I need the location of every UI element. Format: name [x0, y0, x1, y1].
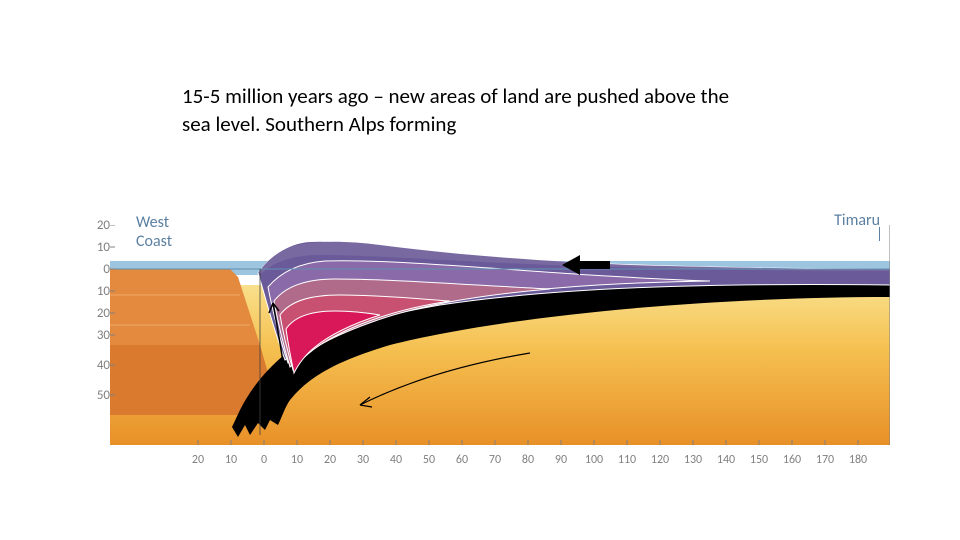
- y-tick-label: 20: [97, 306, 110, 321]
- y-tick-label: 40: [97, 358, 110, 373]
- y-tick-label: 50: [97, 388, 110, 403]
- cross-section-diagram: West Coast Timaru 201001020304050: [80, 225, 890, 485]
- x-tick-label: 180: [849, 453, 867, 467]
- y-tick-label: 20: [97, 218, 110, 233]
- y-axis: 201001020304050: [76, 225, 110, 445]
- x-tick-label: 70: [489, 453, 501, 467]
- slide: 15-5 million years ago – new areas of la…: [0, 0, 960, 540]
- x-tick-label: 50: [423, 453, 435, 467]
- west-plate-upper: [110, 269, 260, 345]
- x-ticks: [198, 440, 858, 445]
- x-tick-label: 60: [456, 453, 468, 467]
- diagram-svg: [110, 225, 890, 445]
- x-tick-label: 10: [291, 453, 303, 467]
- x-tick-label: 0: [261, 453, 267, 467]
- y-tick-label: 10: [97, 240, 110, 255]
- y-tick-label: 0: [103, 262, 110, 277]
- x-tick-label: 150: [750, 453, 768, 467]
- x-tick-label: 10: [225, 453, 237, 467]
- x-tick-label: 130: [684, 453, 702, 467]
- x-tick-label: 100: [585, 453, 603, 467]
- y-tick-label: 30: [97, 328, 110, 343]
- x-tick-label: 40: [390, 453, 402, 467]
- x-tick-label: 140: [717, 453, 735, 467]
- x-tick-label: 160: [783, 453, 801, 467]
- y-tick-label: 10: [97, 284, 110, 299]
- x-tick-label: 170: [816, 453, 834, 467]
- x-tick-label: 90: [555, 453, 567, 467]
- x-tick-label: 80: [522, 453, 534, 467]
- x-tick-label: 20: [324, 453, 336, 467]
- x-tick-label: 20: [192, 453, 204, 467]
- x-tick-label: 120: [651, 453, 669, 467]
- slide-title: 15-5 million years ago – new areas of la…: [182, 82, 742, 139]
- x-tick-label: 110: [618, 453, 636, 467]
- x-tick-label: 30: [357, 453, 369, 467]
